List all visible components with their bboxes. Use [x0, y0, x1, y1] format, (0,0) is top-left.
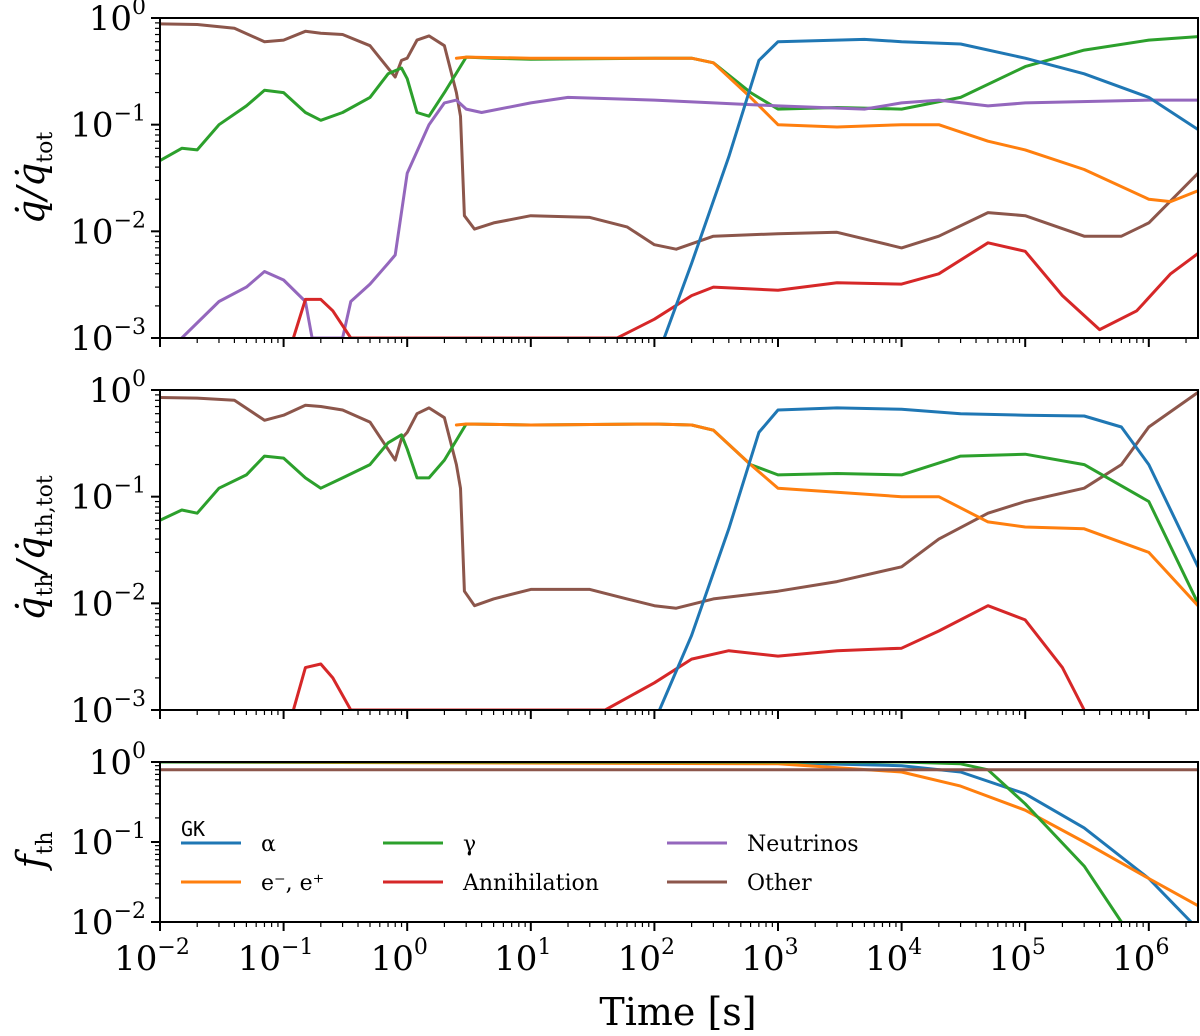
y-tick-label: 100 [89, 0, 146, 39]
series-middle-other [160, 390, 1198, 610]
legend-label: Other [747, 871, 812, 896]
svg-text:q̇/q̇tot: q̇/q̇tot [9, 132, 58, 225]
series-middle-e-e- [454, 422, 1198, 608]
legend-item: Neutrinos [667, 832, 859, 857]
x-tick-label: 104 [865, 935, 922, 979]
legend-title: GK [181, 817, 205, 841]
y-tick-label: 10−2 [70, 899, 146, 943]
legend-label: Neutrinos [747, 832, 859, 857]
middle-ylabel: q̇th/q̇th,tot [9, 475, 58, 621]
svg-text:fth: fth [9, 831, 58, 871]
series-bottom-e-e- [160, 762, 1198, 908]
legend-label: α [261, 832, 276, 857]
x-tick-label: 100 [371, 935, 428, 979]
series-top-annihilation [291, 241, 1198, 338]
panel-frame [159, 17, 1199, 339]
series-middle-- [658, 406, 1198, 710]
legend-label: Annihilation [462, 871, 599, 896]
legend-label: e⁻, e⁺ [261, 871, 324, 896]
y-tick-label: 100 [89, 367, 146, 411]
y-tick-label: 10−3 [70, 315, 146, 359]
series-top-other [160, 22, 1198, 251]
x-tick-label: 106 [1112, 935, 1169, 979]
x-tick-label: 103 [741, 935, 798, 979]
legend-label: γ [463, 832, 476, 857]
y-tick-label: 10−1 [70, 102, 146, 146]
y-tick-label: 100 [89, 739, 146, 783]
legend-item: α [181, 832, 276, 857]
series-middle-annihilation [291, 604, 1086, 710]
panel-frame [159, 389, 1199, 711]
x-tick-label: 105 [989, 935, 1046, 979]
svg-text:q̇th/q̇th,tot: q̇th/q̇th,tot [9, 475, 58, 621]
y-tick-label: 10−2 [70, 208, 146, 252]
y-tick-label: 10−1 [70, 474, 146, 518]
y-tick-label: 10−1 [70, 819, 146, 863]
x-tick-label: 101 [494, 935, 551, 979]
bottom-ylabel: fth [9, 831, 58, 871]
x-tick-label: 102 [618, 935, 675, 979]
legend-item: Other [667, 871, 812, 896]
series-top-- [160, 35, 1198, 163]
legend: GK α e⁻, e⁺ γ Annihilation Neutrinos Other [181, 817, 859, 896]
x-tick-label: 10−1 [238, 935, 314, 979]
series-top-neutrinos [180, 95, 1198, 338]
series-top-- [662, 37, 1198, 338]
legend-item: e⁻, e⁺ [181, 871, 324, 896]
legend-item: γ [383, 832, 476, 857]
panel-top: 10−3 10−2 10−1 100 [70, 0, 1199, 359]
series-bottom-- [160, 762, 1123, 922]
series-middle-- [160, 422, 1198, 605]
x-axis-label: Time [s] [599, 990, 756, 1034]
panel-middle: 10−3 10−2 10−1 100 [70, 367, 1199, 731]
legend-item: Annihilation [383, 871, 599, 896]
y-tick-label: 10−3 [70, 687, 146, 731]
top-ylabel: q̇/q̇tot [9, 132, 58, 225]
panel-bottom: 10−2 10−1 100 10−2 10−1 100 101 102 103 104 105 106 [70, 739, 1199, 979]
series-top-e-e- [454, 55, 1198, 204]
x-tick-label: 10−2 [114, 935, 190, 979]
y-tick-label: 10−2 [70, 580, 146, 624]
